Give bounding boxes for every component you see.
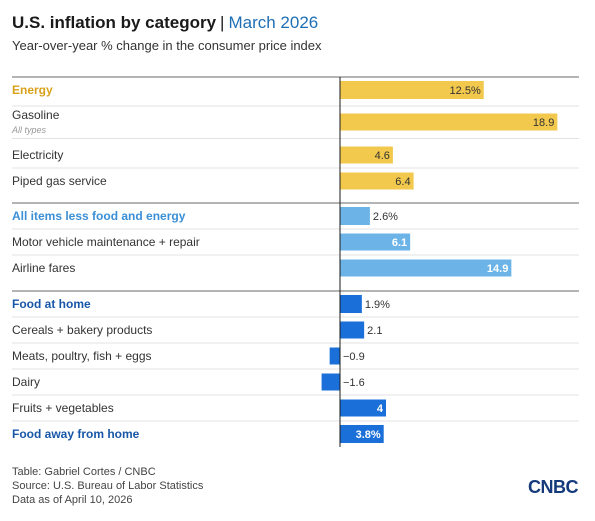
bar [340, 146, 393, 164]
category-label: Cereals + bakery products [12, 323, 152, 337]
bar [340, 399, 386, 417]
category-label: Motor vehicle maintenance + repair [12, 235, 200, 249]
value-label: 18.9 [533, 117, 554, 129]
category-label: Food away from home [12, 427, 140, 441]
category-label: Airline fares [12, 261, 75, 275]
value-label: 12.5% [450, 85, 481, 97]
bar [321, 373, 340, 391]
chart-title: U.S. inflation by category | March 2026 [12, 12, 318, 34]
category-label: Fruits + vegetables [12, 401, 114, 415]
bar [329, 347, 340, 365]
source-note: Source: U.S. Bureau of Labor Statistics [12, 480, 204, 492]
value-label: 6.4 [395, 176, 410, 188]
cnbc-logo: CNBC [528, 477, 579, 497]
title-main: U.S. inflation by category [12, 13, 217, 32]
title-date: March 2026 [228, 13, 319, 32]
footer: Table: Gabriel Cortes / CNBC Source: U.S… [12, 465, 203, 507]
bar [340, 259, 512, 277]
value-label: 3.8% [356, 429, 381, 441]
category-label: Piped gas service [12, 174, 107, 188]
credit-note: Table: Gabriel Cortes / CNBC [12, 466, 156, 478]
value-label: 14.9 [487, 263, 508, 275]
asof-note: Data as of April 10, 2026 [12, 494, 133, 506]
bar [340, 321, 365, 339]
value-label: 4 [377, 403, 384, 415]
value-label: 6.1 [392, 237, 407, 249]
value-label: 2.6% [373, 211, 398, 223]
bar [340, 233, 411, 251]
category-label: Food at home [12, 297, 91, 311]
value-label: −0.9 [343, 351, 365, 363]
bar [340, 207, 370, 225]
value-label: 2.1 [367, 325, 382, 337]
category-label: Meats, poultry, fish + eggs [12, 349, 152, 363]
value-label: −1.6 [343, 377, 365, 389]
category-sublabel: All types [11, 125, 47, 135]
category-label: Energy [12, 83, 53, 97]
chart-subtitle: Year-over-year % change in the consumer … [12, 38, 322, 53]
bar [340, 172, 414, 190]
bar [340, 425, 384, 443]
category-label: Electricity [12, 148, 63, 162]
bar [340, 81, 484, 99]
value-label: 4.6 [375, 150, 390, 162]
category-label: Dairy [12, 375, 40, 389]
value-label: 1.9% [365, 299, 390, 311]
category-label: Gasoline [12, 108, 60, 122]
title-separator: | [220, 13, 225, 32]
bar [340, 113, 558, 131]
category-label: All items less food and energy [12, 209, 186, 223]
bar [340, 295, 362, 313]
